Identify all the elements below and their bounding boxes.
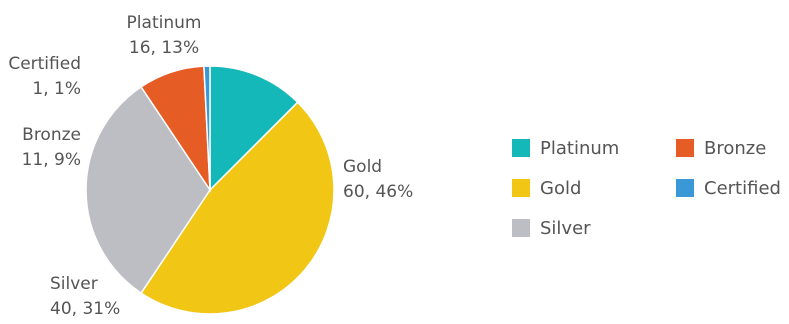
slice-label-value-platinum: 16, 13% bbox=[129, 38, 199, 58]
legend-swatch-silver bbox=[512, 219, 530, 237]
pie-slice-labels: Platinum 16, 13% Gold 60, 46% Silver 40, 31% B… bbox=[8, 13, 413, 319]
pie-slice-platinum bbox=[209, 65, 299, 192]
legend-item-platinum: Platinum bbox=[512, 138, 619, 159]
legend-swatch-bronze bbox=[676, 139, 694, 157]
pie-slice-silver bbox=[85, 85, 211, 295]
legend-swatch-gold bbox=[512, 179, 530, 197]
legend-label-silver: Silver bbox=[540, 218, 591, 239]
slice-label-name-silver: Silver bbox=[50, 274, 98, 294]
slice-label-value-gold: 60, 46% bbox=[343, 182, 413, 202]
legend-label-bronze: Bronze bbox=[704, 138, 766, 159]
slice-label-value-bronze: 11, 9% bbox=[22, 150, 81, 170]
legend-item-gold: Gold bbox=[512, 178, 581, 199]
pie-slices bbox=[85, 65, 335, 315]
legend-swatch-platinum bbox=[512, 139, 530, 157]
legend-item-bronze: Bronze bbox=[676, 138, 766, 159]
slice-label-name-platinum: Platinum bbox=[127, 13, 202, 33]
legend-item-certified: Certified bbox=[676, 178, 781, 199]
legend-label-certified: Certified bbox=[704, 178, 781, 199]
pie-slice-certified bbox=[203, 65, 211, 191]
pie-slice-gold bbox=[140, 101, 335, 315]
slice-label-value-certified: 1, 1% bbox=[32, 79, 81, 99]
legend-item-silver: Silver bbox=[512, 218, 591, 239]
slice-label-name-gold: Gold bbox=[343, 157, 382, 177]
legend-label-gold: Gold bbox=[540, 178, 581, 199]
slice-label-name-certified: Certified bbox=[8, 54, 81, 74]
slice-label-value-silver: 40, 31% bbox=[50, 299, 120, 319]
legend-swatch-certified bbox=[676, 179, 694, 197]
legend-label-platinum: Platinum bbox=[540, 138, 619, 159]
legend: Platinum Bronze Gold Certified Silver bbox=[512, 138, 781, 239]
slice-label-name-bronze: Bronze bbox=[22, 125, 81, 145]
